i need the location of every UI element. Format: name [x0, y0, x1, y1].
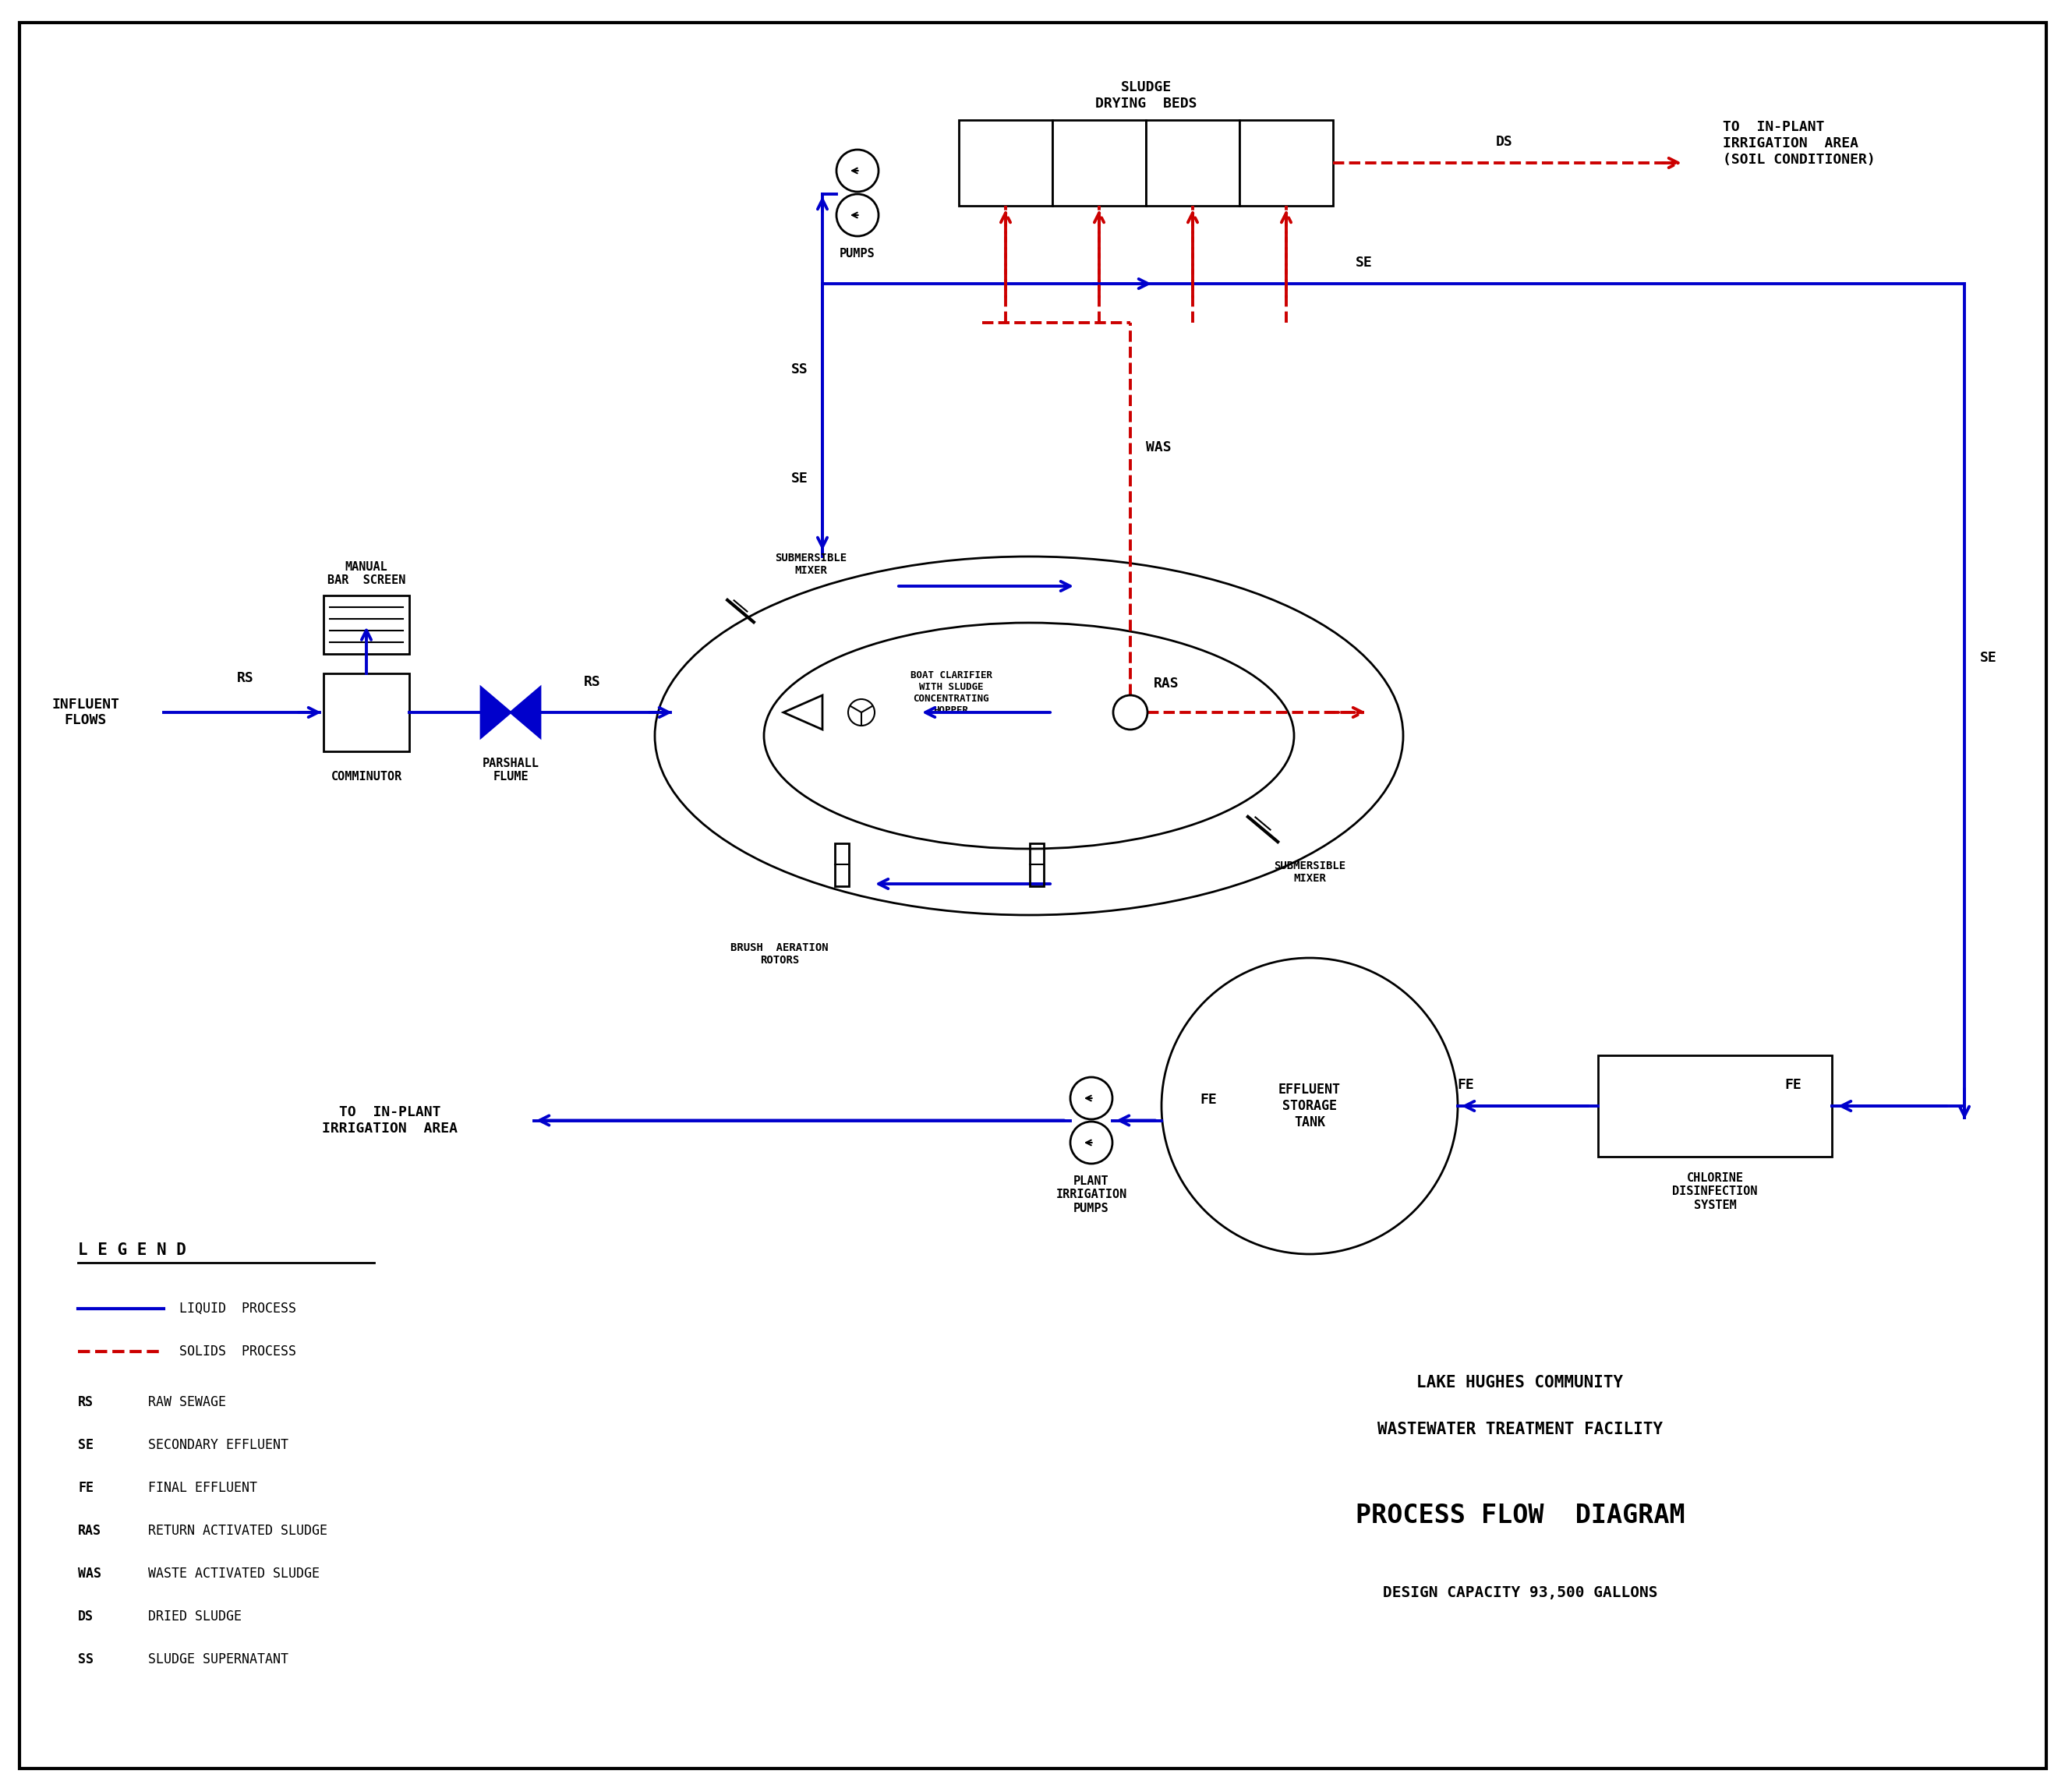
Text: PARSHALL
FLUME: PARSHALL FLUME [483, 758, 539, 783]
Text: FE: FE [1200, 1092, 1216, 1107]
Ellipse shape [655, 556, 1403, 915]
Circle shape [837, 195, 879, 236]
Text: SLUDGE SUPERNATANT: SLUDGE SUPERNATANT [147, 1652, 288, 1666]
Text: BRUSH  AERATION
ROTORS: BRUSH AERATION ROTORS [731, 942, 829, 966]
Text: TO  IN-PLANT
IRRIGATION  AREA
(SOIL CONDITIONER): TO IN-PLANT IRRIGATION AREA (SOIL CONDIT… [1722, 120, 1875, 166]
Text: PLANT
IRRIGATION
PUMPS: PLANT IRRIGATION PUMPS [1057, 1175, 1127, 1214]
Text: RS: RS [584, 676, 601, 688]
Text: SE: SE [1355, 256, 1372, 270]
Text: COMMINUTOR: COMMINUTOR [332, 771, 402, 783]
Text: LIQUID  PROCESS: LIQUID PROCESS [180, 1302, 296, 1316]
Text: FE: FE [79, 1480, 93, 1495]
Circle shape [1071, 1121, 1113, 1164]
Text: LAKE HUGHES COMMUNITY: LAKE HUGHES COMMUNITY [1417, 1375, 1624, 1391]
Text: SS: SS [79, 1652, 93, 1666]
Bar [1239, 120, 1332, 206]
Text: EFFLUENT
STORAGE
TANK: EFFLUENT STORAGE TANK [1278, 1084, 1341, 1130]
Text: SS: SS [792, 363, 808, 377]
Bar [323, 674, 410, 751]
Text: WAS: WAS [1146, 440, 1171, 454]
Text: PUMPS: PUMPS [839, 249, 874, 259]
Bar [835, 842, 850, 885]
Text: SUBMERSIBLE
MIXER: SUBMERSIBLE MIXER [1274, 860, 1345, 883]
Bar [1146, 120, 1239, 206]
Text: RS: RS [236, 670, 255, 685]
Text: DS: DS [1496, 134, 1513, 148]
Text: SE: SE [792, 472, 808, 486]
Text: SECONDARY EFFLUENT: SECONDARY EFFLUENT [147, 1438, 288, 1452]
Text: SOLIDS  PROCESS: SOLIDS PROCESS [180, 1345, 296, 1359]
Text: DRIED SLUDGE: DRIED SLUDGE [147, 1609, 242, 1624]
Text: WASTE ACTIVATED SLUDGE: WASTE ACTIVATED SLUDGE [147, 1566, 319, 1581]
Circle shape [1113, 696, 1148, 730]
Circle shape [837, 150, 879, 191]
Text: WAS: WAS [79, 1566, 102, 1581]
Text: SUBMERSIBLE
MIXER: SUBMERSIBLE MIXER [775, 552, 847, 576]
Text: SE: SE [1981, 651, 1997, 665]
Text: TO  IN-PLANT
IRRIGATION  AREA: TO IN-PLANT IRRIGATION AREA [321, 1105, 458, 1135]
Text: DS: DS [79, 1609, 93, 1624]
Bar [959, 120, 1053, 206]
Text: DESIGN CAPACITY 93,500 GALLONS: DESIGN CAPACITY 93,500 GALLONS [1382, 1586, 1658, 1600]
Text: WASTEWATER TREATMENT FACILITY: WASTEWATER TREATMENT FACILITY [1378, 1421, 1664, 1438]
Text: FINAL EFFLUENT: FINAL EFFLUENT [147, 1480, 257, 1495]
Text: RETURN ACTIVATED SLUDGE: RETURN ACTIVATED SLUDGE [147, 1523, 327, 1538]
Text: BOAT CLARIFIER
WITH SLUDGE
CONCENTRATING
HOPPER: BOAT CLARIFIER WITH SLUDGE CONCENTRATING… [910, 670, 992, 715]
Bar [323, 595, 410, 654]
Text: RAS: RAS [1154, 676, 1179, 690]
Text: CHLORINE
DISINFECTION
SYSTEM: CHLORINE DISINFECTION SYSTEM [1672, 1173, 1757, 1210]
Circle shape [1071, 1076, 1113, 1119]
Bar [1598, 1055, 1832, 1157]
Polygon shape [510, 687, 541, 738]
Text: RS: RS [79, 1395, 93, 1409]
Text: RAW SEWAGE: RAW SEWAGE [147, 1395, 226, 1409]
Text: FE: FE [1457, 1078, 1473, 1092]
Text: SE: SE [79, 1438, 93, 1452]
Text: INFLUENT
FLOWS: INFLUENT FLOWS [52, 697, 120, 728]
Bar [1053, 120, 1146, 206]
Text: MANUAL
BAR  SCREEN: MANUAL BAR SCREEN [327, 561, 406, 586]
Text: RAS: RAS [79, 1523, 102, 1538]
Polygon shape [481, 687, 510, 738]
Ellipse shape [765, 622, 1295, 849]
Text: PROCESS FLOW  DIAGRAM: PROCESS FLOW DIAGRAM [1355, 1502, 1685, 1529]
Circle shape [1162, 958, 1459, 1253]
Text: L E G E N D: L E G E N D [79, 1243, 186, 1259]
Text: SLUDGE
DRYING  BEDS: SLUDGE DRYING BEDS [1094, 80, 1198, 111]
Bar [1030, 842, 1044, 885]
Text: FE: FE [1784, 1078, 1801, 1092]
